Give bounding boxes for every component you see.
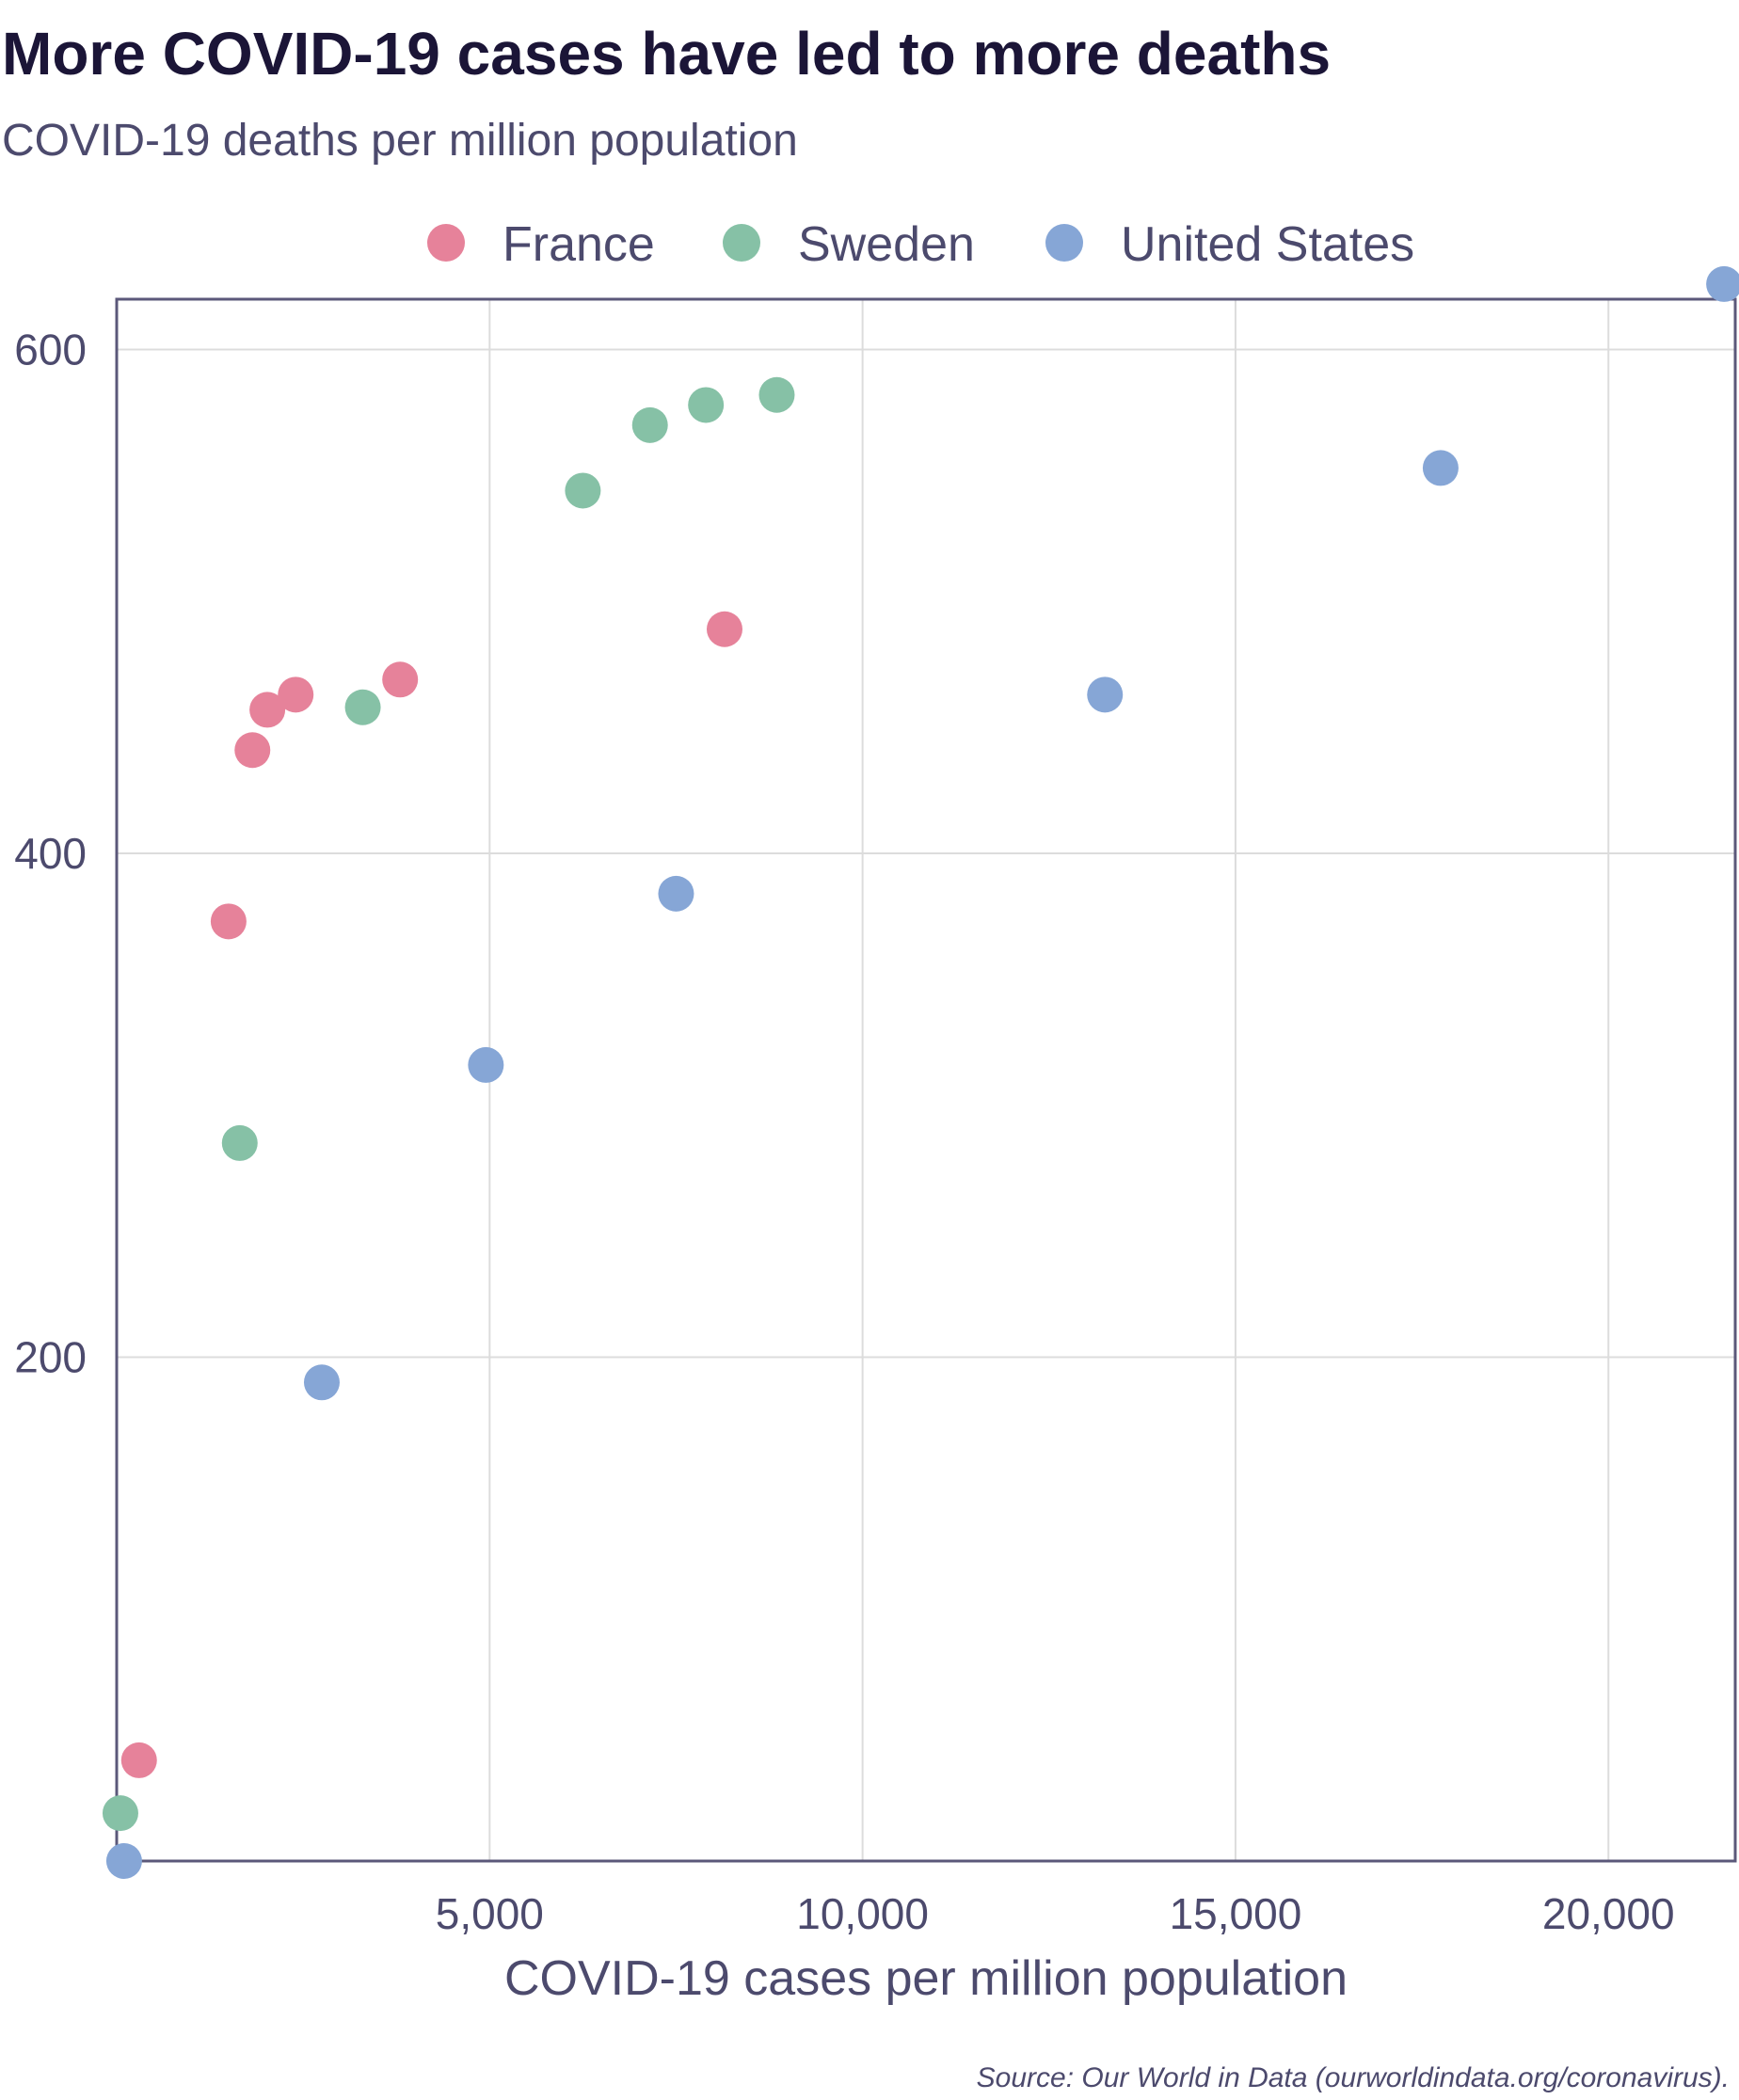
point-sweden: [102, 1795, 138, 1832]
legend: France Sweden United States: [427, 217, 1414, 272]
legend-label-sweden: Sweden: [798, 217, 975, 272]
point-france: [234, 732, 271, 769]
x-tick-label: 15,000: [1170, 1889, 1302, 1938]
point-france: [278, 676, 314, 713]
x-axis-label: COVID-19 cases per million population: [504, 1951, 1348, 2006]
legend-label-united-states: United States: [1121, 217, 1414, 272]
x-axis: 5,000 10,000 15,000 20,000: [436, 1889, 1675, 1938]
legend-label-france: France: [503, 217, 655, 272]
x-tick-label: 20,000: [1542, 1889, 1675, 1938]
point-sweden: [688, 387, 725, 423]
point-sweden: [758, 376, 795, 413]
chart-subtitle: COVID-19 deaths per million population: [2, 116, 798, 166]
point-sweden: [631, 406, 668, 443]
point-united-states: [658, 875, 694, 912]
data-points: [102, 265, 1739, 1879]
point-france: [249, 692, 286, 728]
point-united-states: [1422, 450, 1459, 486]
point-united-states: [303, 1364, 340, 1401]
legend-marker-united-states: [1045, 224, 1083, 262]
y-axis: 200 400 600: [14, 326, 87, 1382]
point-united-states: [105, 1843, 142, 1879]
x-tick-label: 10,000: [796, 1889, 929, 1938]
point-united-states: [1706, 265, 1739, 302]
legend-marker-sweden: [723, 224, 760, 262]
y-tick-label: 200: [14, 1333, 87, 1382]
chart-title: More COVID-19 cases have led to more dea…: [2, 20, 1332, 88]
point-sweden: [344, 689, 381, 725]
point-france: [120, 1742, 157, 1778]
y-tick-label: 400: [14, 829, 87, 878]
point-sweden: [221, 1124, 258, 1161]
grid-lines: [117, 299, 1735, 1861]
point-france: [382, 661, 419, 698]
source-note: Source: Our World in Data (ourworldindat…: [976, 2062, 1730, 2093]
point-sweden: [565, 472, 601, 509]
y-tick-label: 600: [14, 326, 87, 374]
legend-marker-france: [427, 224, 465, 262]
plot-frame: [115, 297, 1737, 1863]
x-tick-label: 5,000: [436, 1889, 544, 1938]
point-france: [706, 611, 742, 647]
point-france: [210, 903, 247, 940]
point-united-states: [468, 1046, 504, 1083]
point-united-states: [1087, 676, 1124, 713]
